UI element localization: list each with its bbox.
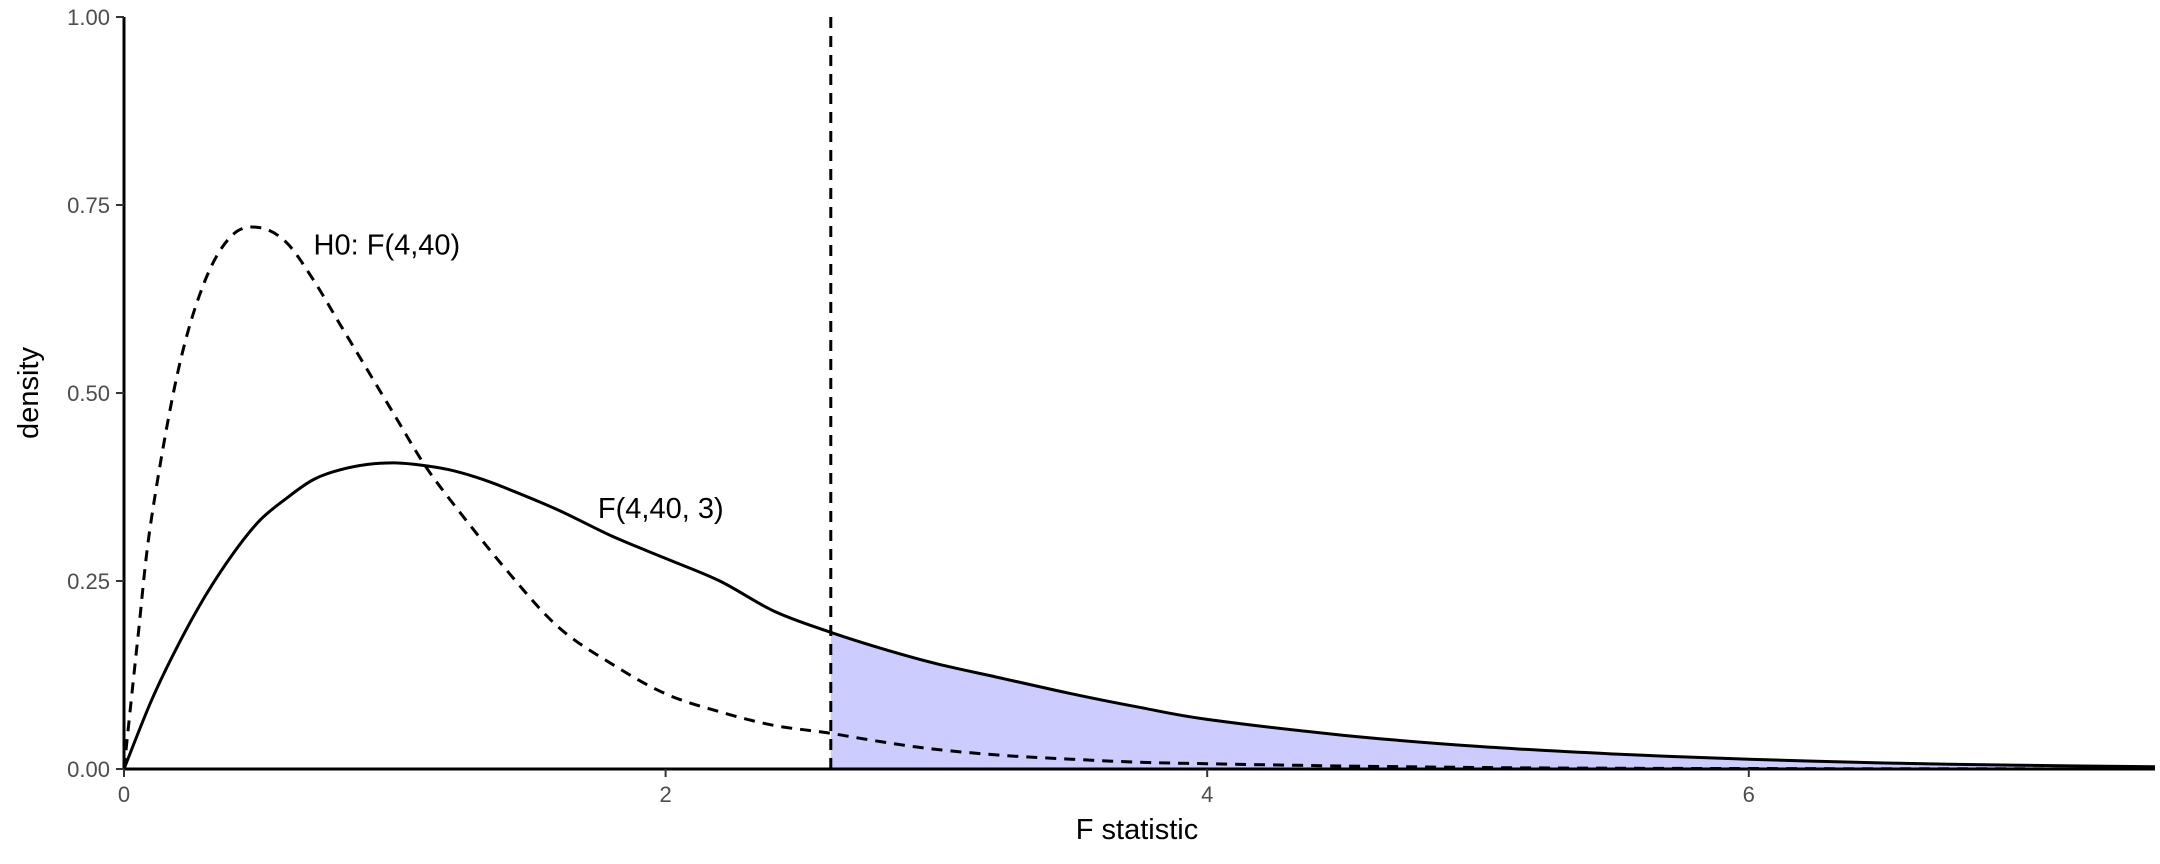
x-tick-label: 0 <box>118 782 130 807</box>
y-tick-label: 1.00 <box>67 5 110 30</box>
alternative-curve-label: F(4,40, 3) <box>598 493 724 525</box>
y-tick-label: 0.25 <box>67 569 110 594</box>
x-tick-label: 2 <box>659 782 671 807</box>
x-tick-label: 6 <box>1743 782 1755 807</box>
alternative-distribution-curve <box>122 461 2156 770</box>
y-tick-label: 0.00 <box>67 757 110 782</box>
x-tick-label: 4 <box>1201 782 1213 807</box>
x-axis-title: F statistic <box>1076 814 1198 846</box>
null-curve-label: H0: F(4,40) <box>314 230 461 262</box>
y-axis-title: density <box>13 347 45 439</box>
power-region-shade <box>830 632 2155 769</box>
y-tick-label: 0.75 <box>67 193 110 218</box>
plot-area: H0: F(4,40) F(4,40, 3) <box>122 17 2156 771</box>
axes: 0 2 4 6 0.00 0.25 0.50 0.75 1.00 <box>67 5 2155 807</box>
null-distribution-curve <box>122 225 2156 771</box>
y-tick-label: 0.50 <box>67 381 110 406</box>
